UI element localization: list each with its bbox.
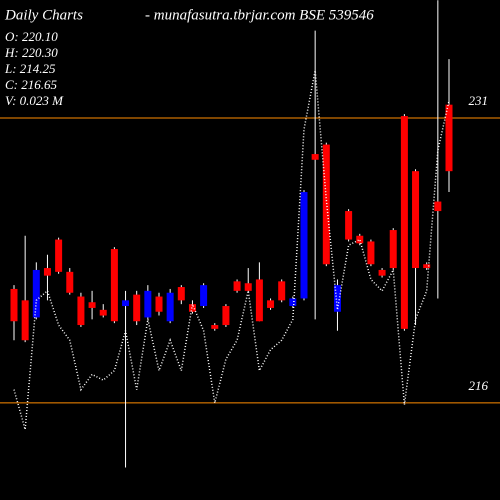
candle-body — [278, 281, 286, 301]
chart-title: Daily Charts — [4, 7, 83, 23]
candle-body — [445, 104, 453, 172]
chart-subtitle: - munafasutra.tbrjar.com BSE 539546 — [145, 7, 374, 23]
candle-body — [200, 285, 208, 307]
candle-body — [345, 211, 353, 240]
candle-body — [99, 309, 107, 316]
ohlc-info: L: 214.25 — [4, 61, 56, 76]
dotted-line — [13, 70, 450, 430]
ohlc-info: V: 0.023 M — [5, 93, 64, 108]
candle-body — [211, 325, 219, 329]
candle-body — [110, 249, 118, 322]
candle-body — [55, 239, 63, 272]
candle-body — [322, 144, 330, 265]
candle-body — [21, 300, 29, 341]
candle-body — [333, 285, 341, 312]
candle-body — [88, 302, 96, 308]
candle-body — [356, 235, 364, 244]
candle-body — [289, 298, 297, 307]
candle-body — [122, 300, 130, 307]
candle-body — [400, 116, 408, 329]
candle-body — [311, 154, 319, 160]
candle-body — [10, 288, 18, 322]
candle-body — [144, 290, 152, 318]
ohlc-info: C: 216.65 — [5, 77, 58, 92]
candle-body — [367, 241, 375, 265]
candle-body — [233, 281, 241, 291]
candle-body — [177, 287, 185, 301]
ohlc-info: H: 220.30 — [4, 45, 58, 60]
candle-body — [155, 296, 163, 312]
candle-body — [423, 264, 431, 269]
candle-body — [412, 171, 420, 269]
candle-body — [389, 230, 397, 269]
candle-body — [378, 269, 386, 276]
candle-body — [222, 306, 230, 326]
candle-body — [32, 269, 40, 318]
candle-body — [166, 292, 174, 322]
candle-body — [434, 201, 442, 212]
candle-body — [267, 300, 275, 308]
candle-body — [300, 192, 308, 299]
plot-area — [0, 0, 500, 468]
ohlc-info: O: 220.10 — [5, 29, 58, 44]
y-tick-label: 216 — [469, 378, 489, 393]
y-tick-label: 231 — [469, 93, 489, 108]
candle-body — [43, 268, 51, 276]
candle-body — [244, 283, 252, 291]
candle-body — [66, 271, 74, 293]
candle-body — [133, 294, 141, 322]
candle-body — [255, 279, 263, 322]
candle-body — [77, 296, 85, 326]
